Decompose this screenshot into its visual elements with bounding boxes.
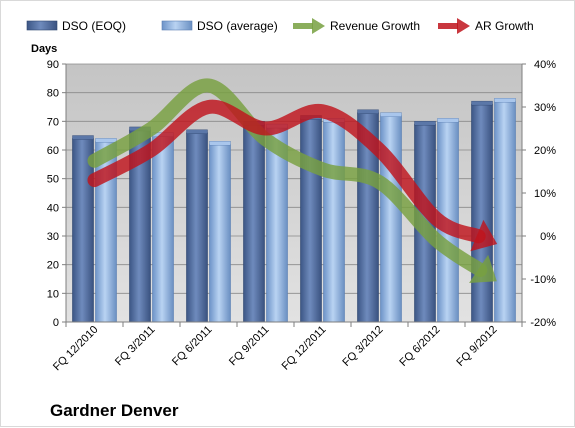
y2-tick-label-20: 20% — [534, 145, 556, 157]
y-tick-label-70: 70 — [47, 116, 59, 128]
y-tick-label-50: 50 — [47, 174, 59, 186]
y-tick-label-30: 30 — [47, 231, 59, 243]
bar-dso-eoq-fq-12-2011 — [301, 118, 322, 322]
y2-tick-label-0: 0% — [540, 231, 556, 243]
bar-dso-eoq-fq-6-2011-cap — [187, 130, 208, 134]
legend-swatch-dso-eoq — [27, 21, 57, 30]
company-label: Gardner Denver — [50, 401, 179, 420]
y2-tick-label-10: 10% — [534, 188, 556, 200]
x-tick-label-fq-3-2012: FQ 3/2012 — [340, 324, 385, 369]
bar-dso-eoq-fq-3-2012-cap — [358, 110, 379, 114]
x-tick-label-fq-9-2011: FQ 9/2011 — [227, 324, 272, 369]
y-axis-right: -20% -10% 0% 10% 20% 30% 40% — [522, 59, 556, 329]
y-tick-label-40: 40 — [47, 202, 59, 214]
bar-dso-eoq-fq-12-2010-cap — [73, 136, 94, 140]
bar-dso-average-fq-6-2011-cap — [210, 141, 231, 145]
x-tick-label-fq-6-2011: FQ 6/2011 — [170, 324, 215, 369]
bar-dso-eoq-fq-6-2011 — [187, 133, 208, 322]
x-tick-label-fq-12-2010: FQ 12/2010 — [51, 324, 101, 374]
x-tick-label-fq-9-2012: FQ 9/2012 — [454, 324, 499, 369]
bar-dso-eoq-fq-9-2012-cap — [472, 101, 493, 105]
x-tick-label-fq-3-2011: FQ 3/2011 — [113, 324, 158, 369]
bar-dso-average-fq-12-2010-cap — [96, 138, 117, 142]
y-tick-label-0: 0 — [53, 317, 59, 329]
x-tick-label-fq-12-2011: FQ 12/2011 — [280, 324, 329, 373]
legend-label-revenue-growth: Revenue Growth — [330, 19, 420, 33]
y2-tick-label-30: 30% — [534, 102, 556, 114]
y2-tick-label-10: -10% — [530, 274, 556, 286]
y-tick-label-10: 10 — [47, 288, 59, 300]
legend-arrow-ar-growth — [438, 18, 470, 34]
y2-tick-label-40: 40% — [534, 59, 556, 71]
bar-dso-eoq-fq-9-2012 — [472, 104, 493, 322]
legend-arrow-revenue-growth — [293, 18, 325, 34]
bar-dso-average-fq-6-2011 — [210, 144, 231, 322]
x-tick-label-fq-6-2012: FQ 6/2012 — [397, 324, 442, 369]
y-tick-label-60: 60 — [47, 145, 59, 157]
y-tick-label-20: 20 — [47, 260, 59, 272]
bar-dso-average-fq-3-2012-cap — [381, 113, 402, 117]
bar-dso-average-fq-12-2011 — [324, 121, 345, 322]
bar-dso-average-fq-3-2011 — [153, 136, 174, 322]
legend-label-ar-growth: AR Growth — [475, 19, 534, 33]
legend-label-dso-average: DSO (average) — [197, 19, 278, 33]
bar-dso-eoq-fq-6-2012-cap — [415, 121, 436, 125]
bar-dso-average-fq-9-2012-cap — [495, 98, 516, 102]
bar-dso-average-fq-9-2012 — [495, 101, 516, 322]
bar-dso-average-fq-6-2012-cap — [438, 118, 459, 122]
y2-tick-label-20: -20% — [530, 317, 556, 329]
y-axis-title: Days — [31, 43, 57, 55]
y-tick-label-90: 90 — [47, 59, 59, 71]
y-axis-left: 0 10 20 30 40 50 60 70 80 90 — [47, 59, 66, 329]
legend: DSO (EOQ) DSO (average) Revenue Growth A… — [27, 18, 534, 34]
legend-swatch-dso-average — [162, 21, 192, 30]
bar-dso-eoq-fq-9-2011 — [244, 124, 265, 322]
legend-label-dso-eoq: DSO (EOQ) — [62, 19, 126, 33]
y-tick-label-80: 80 — [47, 88, 59, 100]
